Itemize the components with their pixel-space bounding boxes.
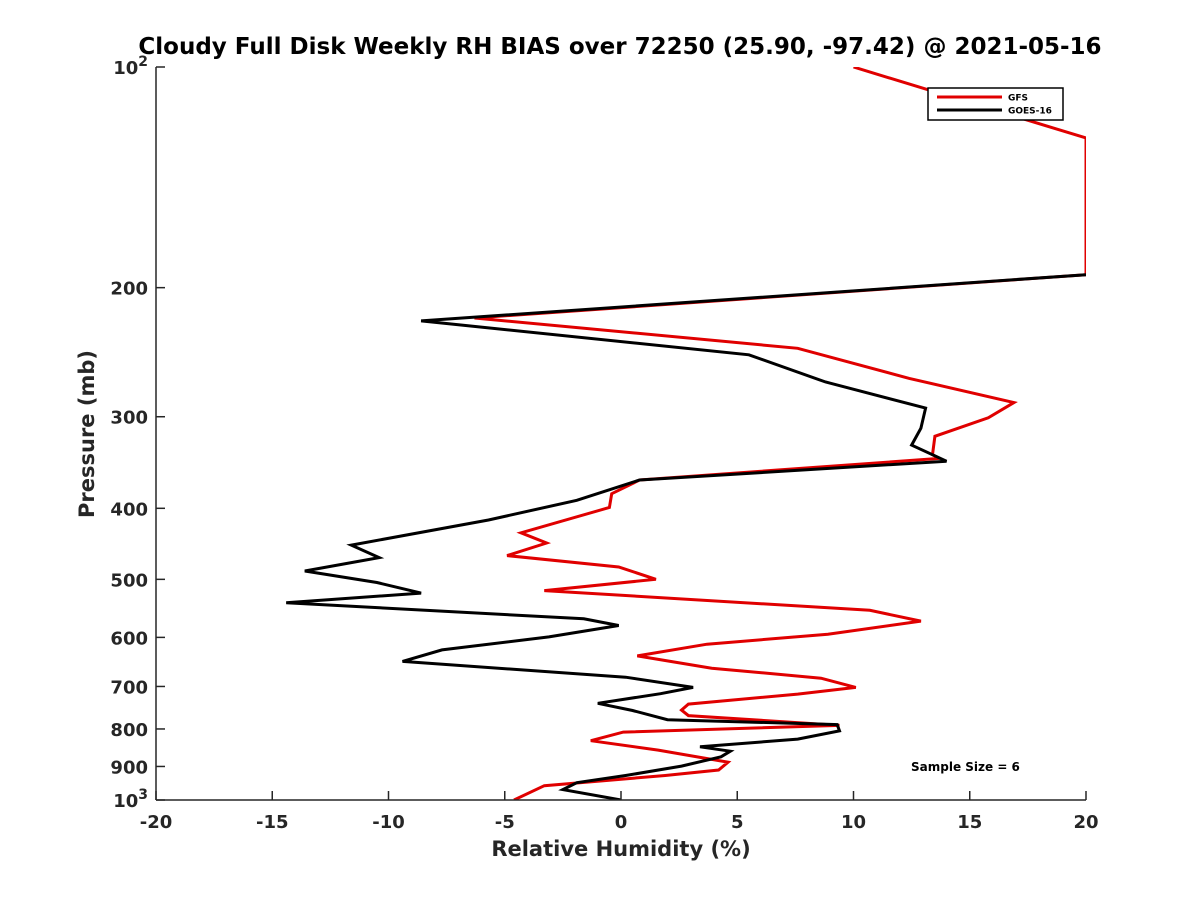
y-tick-label: 700 <box>110 677 148 698</box>
y-tick-label: 900 <box>110 757 148 778</box>
series-line-goes-16 <box>286 273 1086 800</box>
x-tick-label: -10 <box>372 812 405 833</box>
y-ticks: 102 200 300 400 500 600 700 800 900 103 <box>110 54 165 812</box>
x-tick-label: -5 <box>495 812 515 833</box>
y-tick-label: 500 <box>110 570 148 591</box>
legend-box <box>927 87 1064 121</box>
x-tick-label: 20 <box>1073 812 1098 833</box>
x-tick-label: 10 <box>841 812 866 833</box>
x-tick-label: 0 <box>615 812 628 833</box>
x-tick-label: -15 <box>256 812 289 833</box>
y-tick-label: 400 <box>110 499 148 520</box>
plot-area <box>156 67 1086 800</box>
x-tick-label: 15 <box>957 812 982 833</box>
sample-size-annotation: Sample Size = 6 <box>911 760 1020 774</box>
series-line-gfs <box>474 67 1086 800</box>
legend-label-gfs: GFS <box>1008 94 1028 104</box>
legend: GFS GOES-16 <box>927 87 1064 121</box>
y-tick-label: 102 <box>113 54 148 79</box>
y-tick-label: 200 <box>110 279 148 300</box>
x-axis-label: Relative Humidity (%) <box>491 837 750 861</box>
y-tick-label: 300 <box>110 408 148 429</box>
x-tick-label: 5 <box>731 812 744 833</box>
y-tick-label: 800 <box>110 720 148 741</box>
x-ticks: -20 -15 -10 -5 0 5 10 15 20 <box>140 791 1099 833</box>
y-axis-label: Pressure (mb) <box>75 350 99 518</box>
series-group <box>286 67 1086 800</box>
x-tick-label: -20 <box>140 812 173 833</box>
y-tick-label: 103 <box>113 787 148 812</box>
y-tick-label: 600 <box>110 628 148 649</box>
chart-title: Cloudy Full Disk Weekly RH BIAS over 722… <box>138 34 1101 60</box>
legend-label-goes-16: GOES-16 <box>1008 107 1052 117</box>
